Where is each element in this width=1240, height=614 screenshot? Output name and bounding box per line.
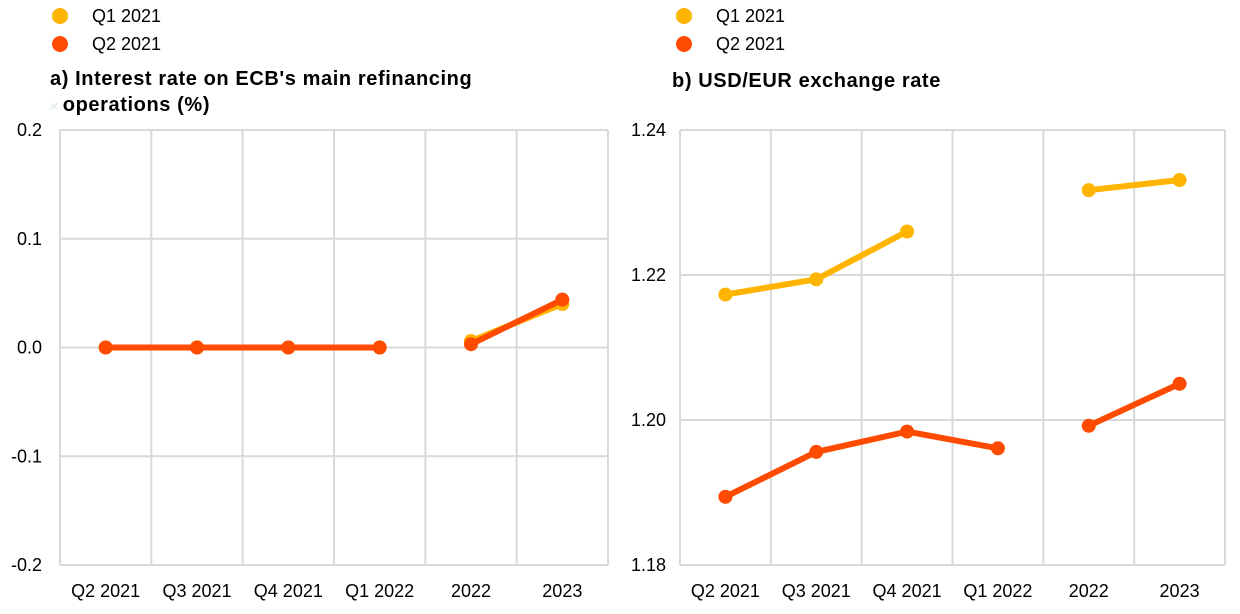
chart-b-title-line1: b) USD/EUR exchange rate [672, 70, 941, 92]
chart-a-series-q2-point [281, 340, 296, 355]
chart-a-xtick-label: Q1 2022 [345, 581, 414, 601]
chart-b-series-q1-point [809, 272, 824, 287]
chart-a-series-q2-point [372, 340, 387, 355]
chart-b-ytick-label: 1.24 [631, 120, 666, 140]
legend-dot-q2 [52, 36, 68, 52]
legend-item-q1: Q1 2021 [52, 2, 161, 30]
chart-b-title: b) USD/EUR exchange rate [672, 68, 941, 94]
chart-b-series-q2-point [809, 444, 824, 459]
chart-b-series-q2-line [1085, 380, 1183, 429]
chart-b-xtick-label: Q3 2021 [782, 581, 851, 601]
legend-label-q2: Q2 2021 [716, 33, 786, 54]
chart-b-series-q2-point [1081, 418, 1096, 433]
chart-b-series-q2-point [900, 424, 915, 439]
chart-a-ytick-label: 0.2 [17, 120, 42, 140]
legend-dot-q2 [676, 36, 692, 52]
chart-a-ytick-label: -0.2 [11, 555, 42, 575]
chart-b-series-q1-line [1085, 177, 1183, 194]
chart-a-ytick-label: 0.1 [17, 229, 42, 249]
chart-b-series-q2-point [990, 441, 1005, 456]
legend-dot-q1 [52, 8, 68, 24]
chart-b-series-q2-point [718, 489, 733, 504]
chart-b-series-q1-point [1081, 183, 1096, 198]
chart-a-ytick-label: 0.0 [17, 338, 42, 358]
chart-b-series-q1-point [718, 287, 733, 302]
chart-b-ytick-label: 1.22 [631, 265, 666, 285]
chart-a-title-line1: a) Interest rate on ECB's main refinanci… [50, 68, 473, 90]
chart-a-series-q2-point [464, 337, 478, 352]
chart-b-series-q1-point [1172, 173, 1187, 188]
chart-a-xtick-label: 2023 [542, 581, 582, 601]
chart-b-series-q2-point [1172, 376, 1187, 391]
legend-label-q2: Q2 2021 [92, 33, 162, 54]
legend-left: Q1 2021 Q2 2021 [52, 2, 161, 58]
chart-a-xtick-label: 2022 [451, 581, 491, 601]
chart-a-xtick-label: Q4 2021 [254, 581, 323, 601]
chart-a-xtick-label: Q3 2021 [162, 581, 231, 601]
chart-b-xtick-label: Q4 2021 [873, 581, 942, 601]
legend-right: Q1 2021 Q2 2021 [676, 2, 785, 58]
chart-b-ytick-label: 1.20 [631, 410, 666, 430]
chart-b-xtick-label: Q1 2022 [963, 581, 1032, 601]
legend-item-q1: Q1 2021 [676, 2, 785, 30]
chart-a-series-q2-line [468, 296, 566, 348]
chart-a-series-q2-point [555, 292, 570, 307]
chart-a-series-q2-point [190, 340, 204, 355]
legend-label-q1: Q1 2021 [716, 5, 786, 26]
chart-a-xtick-label: Q2 2021 [71, 581, 140, 601]
title-marker-icon: × [50, 98, 59, 114]
legend-label-q1: Q1 2021 [92, 5, 162, 26]
chart-a-title-line2-row: × operations (%) [50, 92, 472, 119]
chart-b-series-q1-point [900, 224, 915, 239]
legend-item-q2: Q2 2021 [676, 30, 785, 58]
chart-a-ytick-label: -0.1 [11, 446, 42, 466]
chart-b-xtick-label: 2022 [1069, 581, 1109, 601]
chart-a-series-q2-point [98, 340, 113, 355]
legend-item-q2: Q2 2021 [52, 30, 161, 58]
chart-a-title: a) Interest rate on ECB's main refinanci… [50, 66, 472, 119]
chart-b-xtick-label: 2023 [1160, 581, 1200, 601]
chart-b-series-q2-line [722, 428, 1001, 500]
legend-dot-q1 [676, 8, 692, 24]
chart-b-ytick-label: 1.18 [631, 555, 666, 575]
chart-a-title-line2: operations (%) [62, 94, 211, 116]
chart-b-xtick-label: Q2 2021 [691, 581, 760, 601]
